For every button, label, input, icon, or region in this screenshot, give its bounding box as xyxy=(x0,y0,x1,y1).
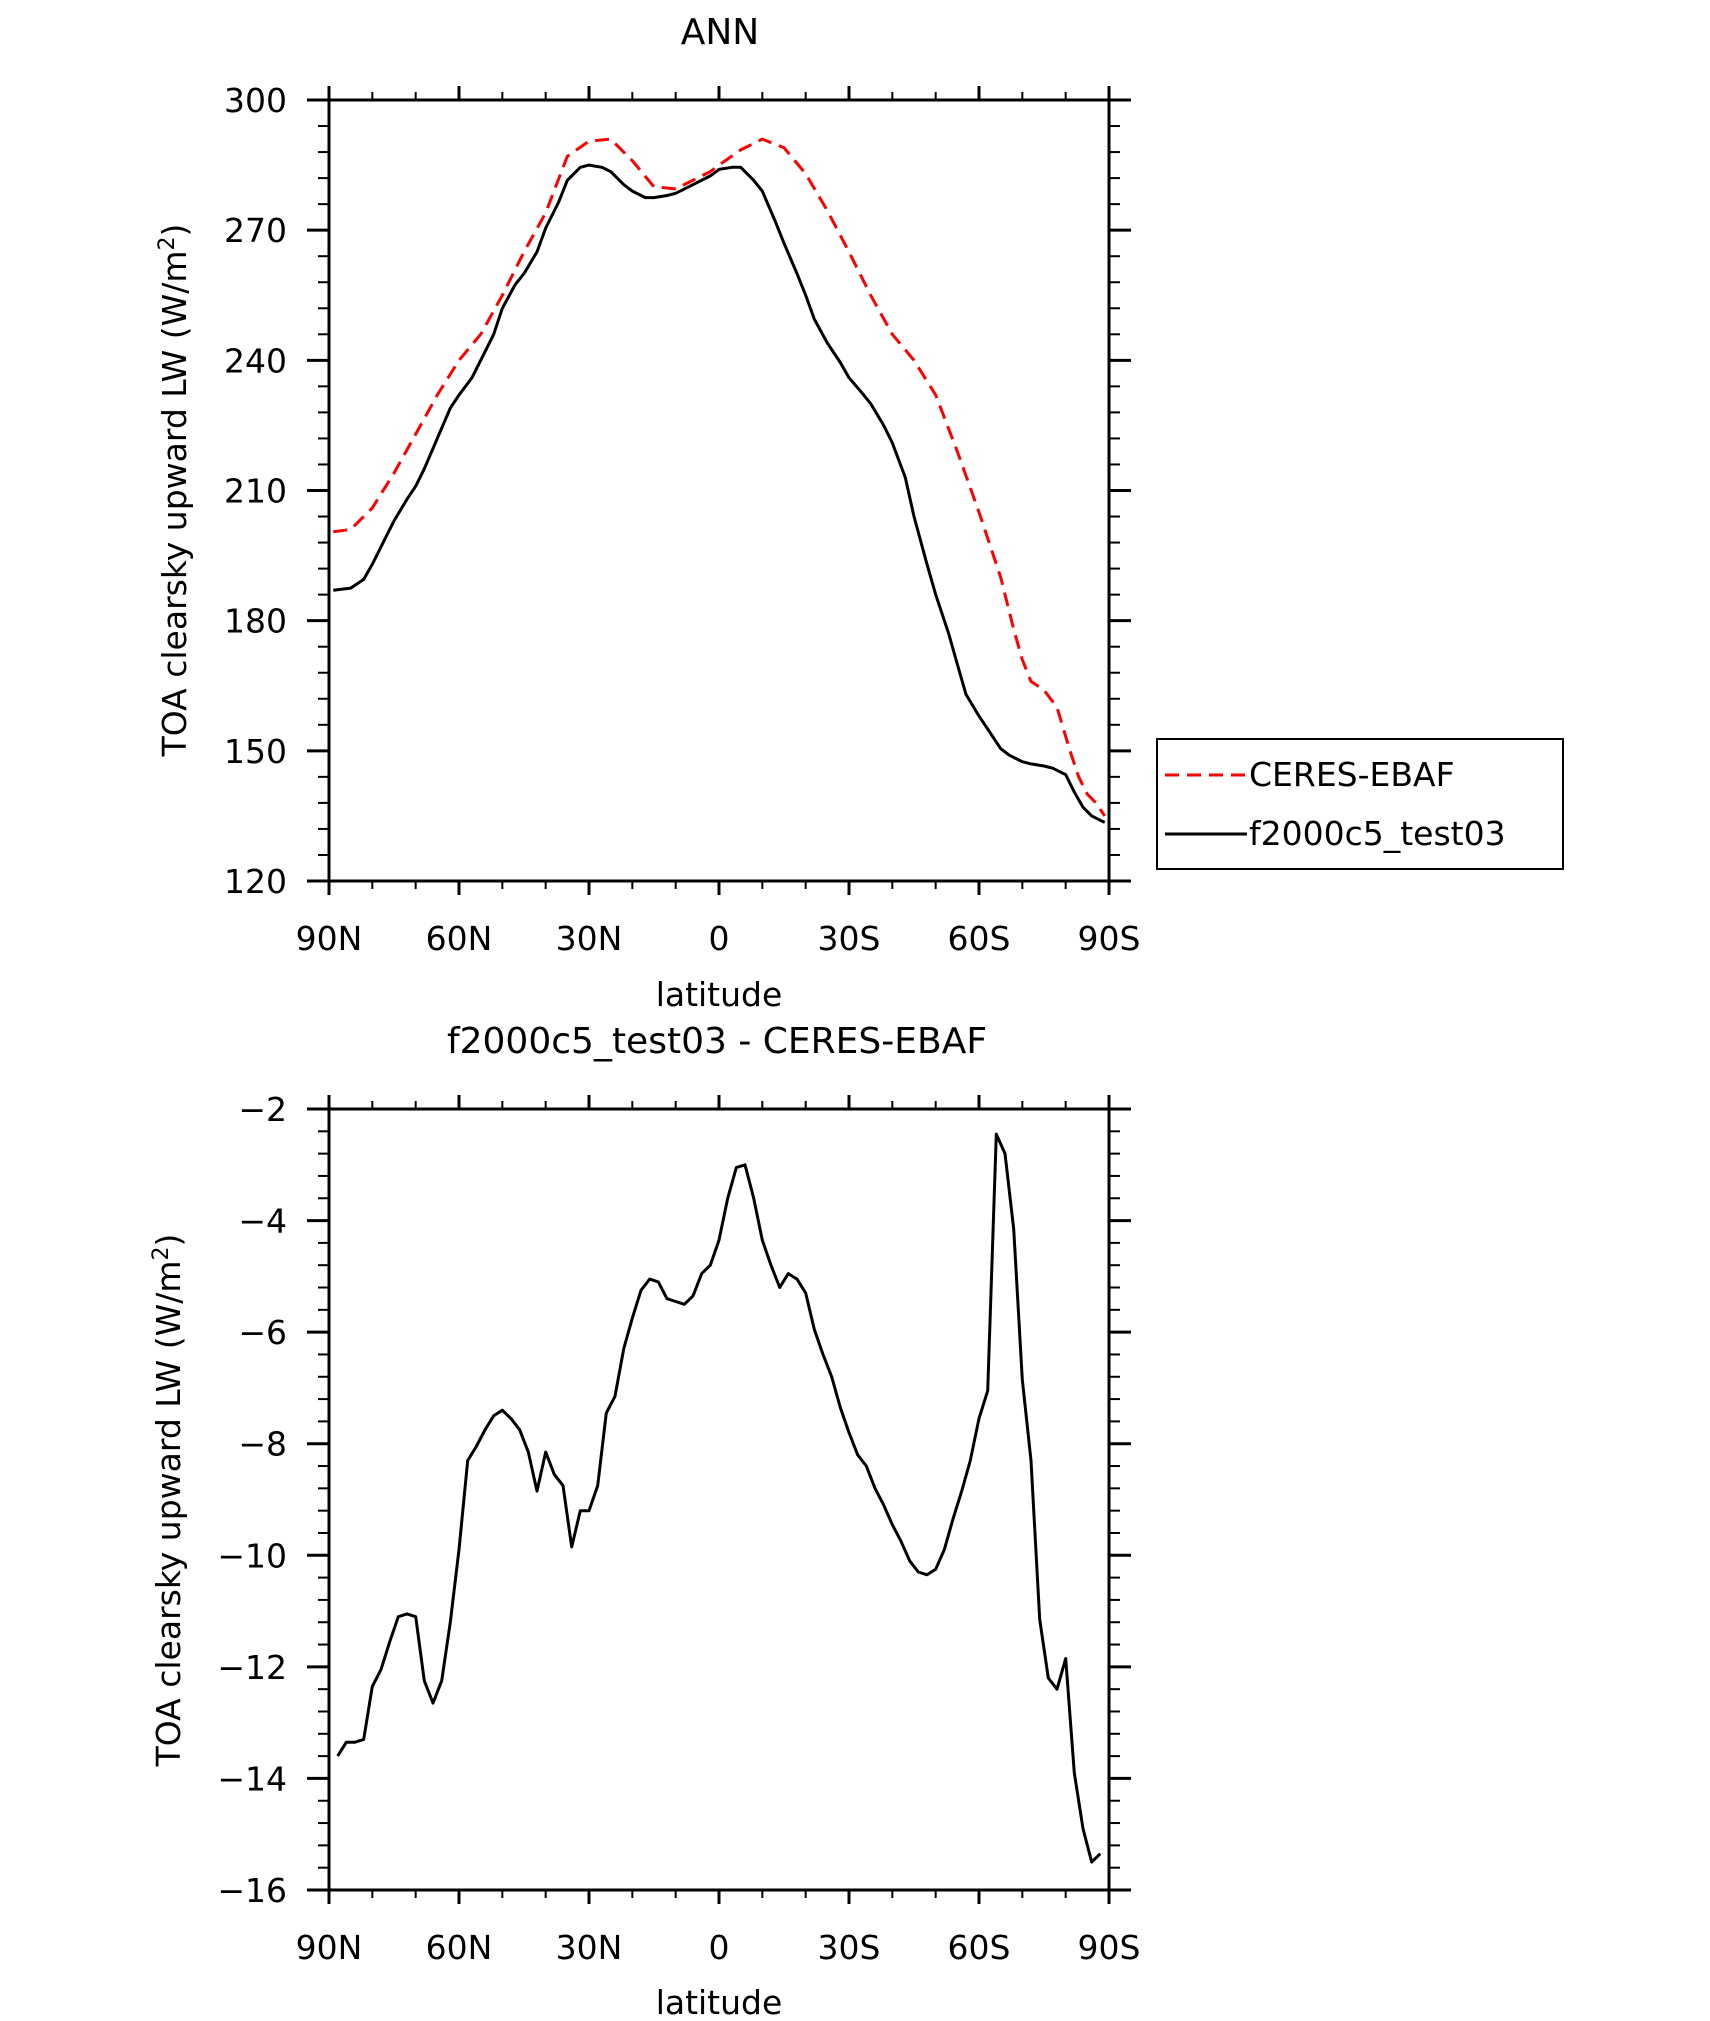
bottom-y-axis-label-close: ) xyxy=(149,1234,188,1247)
top-x-axis-label: latitude xyxy=(656,975,783,1014)
bottom-axis-ticks xyxy=(307,1095,1131,1904)
bottom-xtick-label: 90N xyxy=(296,1928,363,1967)
top-xtick-label: 60N xyxy=(426,919,493,958)
bottom-y-axis-label: TOA clearsky upward LW (W/m2) xyxy=(149,1234,188,1768)
bottom-xtick-label: 60N xyxy=(426,1928,493,1967)
top-series-line-ceres-ebaf xyxy=(333,137,1106,817)
top-xtick-label: 90N xyxy=(296,919,363,958)
top-plot-area xyxy=(307,86,1131,895)
bottom-series-layer xyxy=(336,1132,1102,1864)
bottom-series-line-difference xyxy=(336,1132,1102,1864)
legend-label-f2000c5-test03: f2000c5_test03 xyxy=(1249,814,1506,853)
top-y-axis-label-sup: 2 xyxy=(155,236,180,250)
top-xtick-label: 30N xyxy=(556,919,623,958)
top-ytick-labels: 120 150 180 210 240 270 300 xyxy=(224,81,287,901)
bottom-ytick-label: −4 xyxy=(238,1202,287,1241)
top-panel: ANN 120 150 180 210 240 270 300 90N 60N 30N 0 30S 6… xyxy=(155,12,1564,1014)
top-y-axis-label: TOA clearsky upward LW (W/m2) xyxy=(155,224,194,758)
bottom-x-axis-label: latitude xyxy=(656,1983,783,2021)
bottom-plot-frame xyxy=(327,1107,1111,1892)
bottom-y-axis-label-sup: 2 xyxy=(149,1246,174,1260)
bottom-ytick-labels: −16 −14 −12 −10 −8 −6 −4 −2 xyxy=(217,1090,287,1910)
top-ytick-label: 240 xyxy=(224,341,287,380)
bottom-chart-title: f2000c5_test03 - CERES-EBAF xyxy=(447,1021,987,1062)
legend: CERES-EBAF f2000c5_test03 xyxy=(1156,738,1564,870)
bottom-xtick-label: 90S xyxy=(1078,1928,1141,1967)
top-ytick-label: 300 xyxy=(224,81,287,120)
top-ytick-label: 210 xyxy=(224,472,287,511)
bottom-ytick-label: −10 xyxy=(217,1536,287,1575)
top-ytick-label: 150 xyxy=(224,732,287,771)
top-series-layer xyxy=(333,137,1106,824)
bottom-ytick-label: −14 xyxy=(217,1759,287,1798)
bottom-xtick-label: 60S xyxy=(948,1928,1011,1967)
top-xtick-label: 60S xyxy=(948,919,1011,958)
bottom-plot-area xyxy=(307,1095,1131,1904)
top-series-line-f2000c5-test03 xyxy=(333,163,1106,824)
bottom-y-axis-label-main: TOA clearsky upward LW (W/m xyxy=(149,1260,188,1767)
bottom-ytick-label: −6 xyxy=(238,1313,287,1352)
top-plot-frame xyxy=(327,98,1111,883)
top-ytick-label: 180 xyxy=(224,602,287,641)
top-chart-title: ANN xyxy=(681,12,760,53)
legend-box xyxy=(1156,738,1564,870)
top-axis-ticks xyxy=(307,86,1131,895)
top-xtick-label: 30S xyxy=(818,919,881,958)
top-xtick-labels: 90N 60N 30N 0 30S 60S 90S xyxy=(296,919,1141,958)
top-xtick-label: 90S xyxy=(1078,919,1141,958)
bottom-ytick-label: −16 xyxy=(217,1871,287,1910)
bottom-ytick-label: −8 xyxy=(238,1425,287,1464)
bottom-panel: f2000c5_test03 - CERES-EBAF −16 −14 −12 −10… xyxy=(149,1021,1140,2021)
bottom-xtick-label: 30N xyxy=(556,1928,623,1967)
bottom-ytick-label: −2 xyxy=(238,1090,287,1129)
top-ytick-label: 120 xyxy=(224,862,287,901)
bottom-xtick-label: 30S xyxy=(818,1928,881,1967)
bottom-xtick-labels: 90N 60N 30N 0 30S 60S 90S xyxy=(296,1928,1141,1967)
legend-label-ceres-ebaf: CERES-EBAF xyxy=(1249,755,1455,794)
top-y-axis-label-close: ) xyxy=(155,224,194,237)
bottom-ytick-label: −12 xyxy=(217,1648,287,1687)
top-xtick-label: 0 xyxy=(709,919,730,958)
bottom-xtick-label: 0 xyxy=(709,1928,730,1967)
top-ytick-label: 270 xyxy=(224,211,287,250)
top-y-axis-label-main: TOA clearsky upward LW (W/m xyxy=(155,250,194,757)
